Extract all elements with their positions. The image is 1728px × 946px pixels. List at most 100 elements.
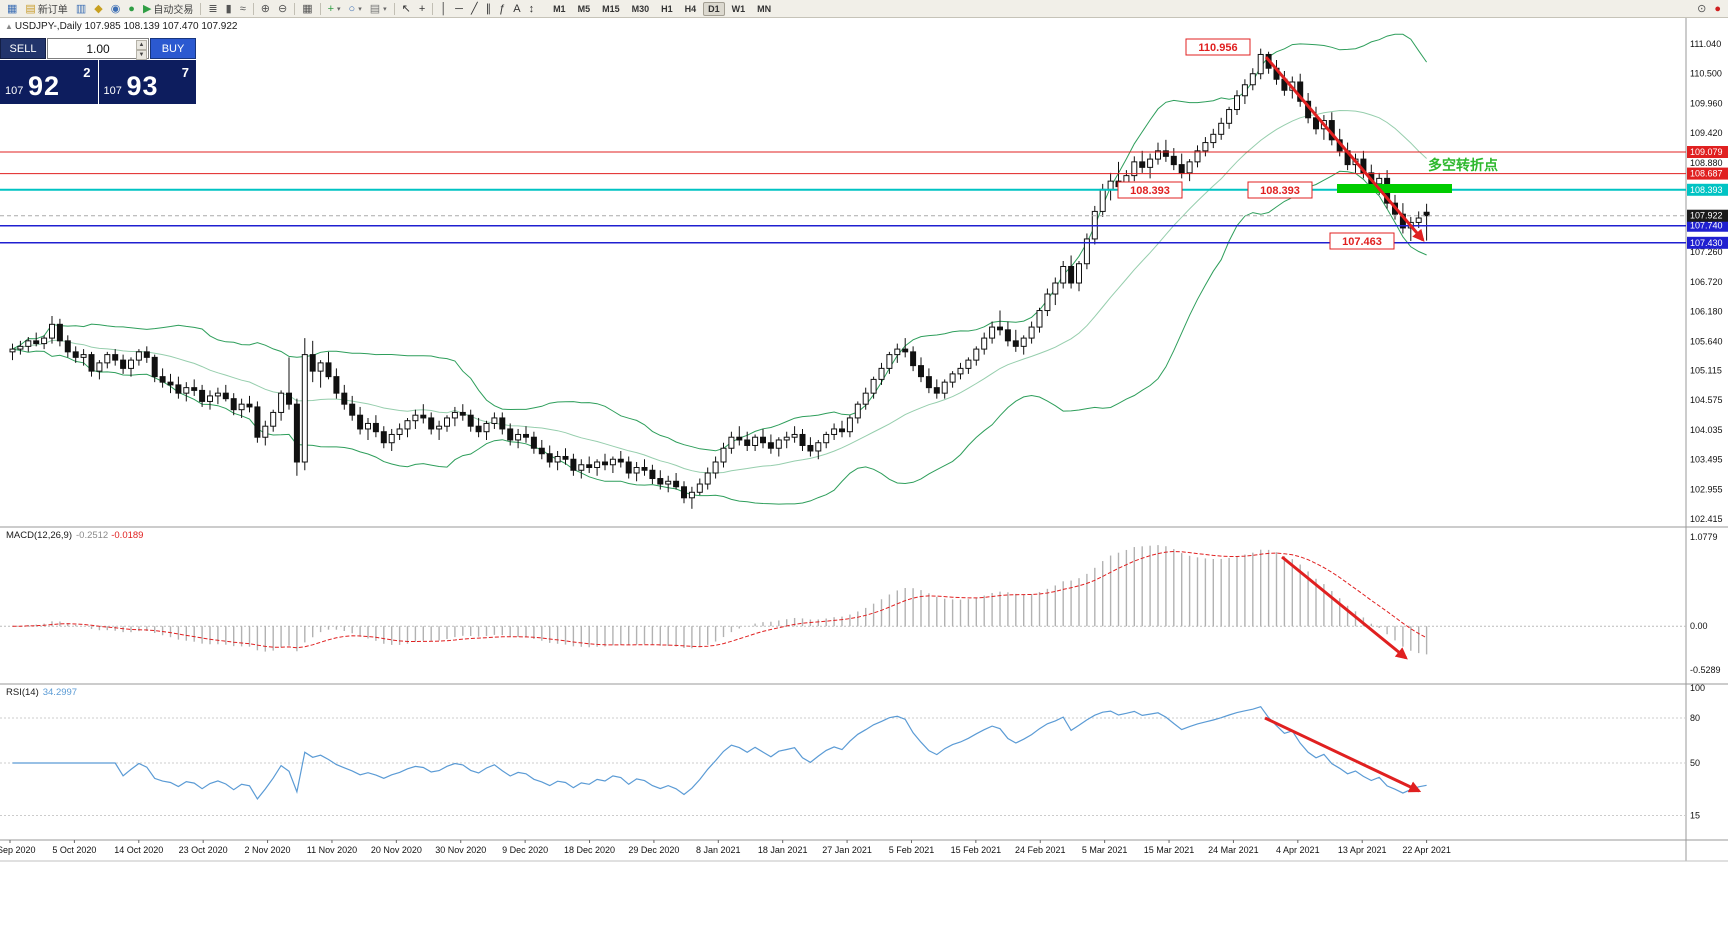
timeframe-m15[interactable]: M15 [602, 3, 620, 14]
record-icon[interactable]: ● [1714, 2, 1721, 15]
svg-text:102.955: 102.955 [1690, 484, 1723, 494]
alert-icon[interactable]: ◆ [94, 2, 103, 15]
svg-text:24 Mar 2021: 24 Mar 2021 [1208, 845, 1259, 855]
cursor-icon[interactable]: ↖ [401, 2, 411, 15]
community-icon[interactable]: ● [128, 2, 135, 15]
svg-text:18 Jan 2021: 18 Jan 2021 [758, 845, 808, 855]
macd-name: MACD(12,26,9) [6, 530, 72, 541]
new-chart-icon[interactable]: ▦ [7, 2, 18, 15]
tile-windows-icon[interactable]: ▦ [302, 2, 313, 15]
svg-text:13 Apr 2021: 13 Apr 2021 [1338, 845, 1387, 855]
timeframe-d1[interactable]: D1 [703, 1, 725, 16]
volume-up-icon[interactable]: ▲ [136, 40, 147, 50]
svg-text:0.00: 0.00 [1690, 621, 1708, 631]
svg-text:24 Feb 2021: 24 Feb 2021 [1015, 845, 1066, 855]
timeframe-m1[interactable]: M1 [553, 3, 566, 14]
svg-text:106.720: 106.720 [1690, 277, 1723, 287]
timeframe-m5[interactable]: M5 [577, 3, 591, 14]
timeframe-h1[interactable]: H1 [661, 3, 673, 14]
svg-text:103.495: 103.495 [1690, 455, 1723, 465]
rsi-indicator-label: RSI(14) 34.2997 [6, 687, 77, 698]
svg-text:25 Sep 2020: 25 Sep 2020 [0, 845, 36, 855]
svg-text:5 Mar 2021: 5 Mar 2021 [1082, 845, 1128, 855]
indicators-icon[interactable]: + ▾ [327, 2, 341, 15]
svg-text:2 Nov 2020: 2 Nov 2020 [245, 845, 291, 855]
svg-text:108.393: 108.393 [1260, 185, 1300, 197]
toolbar-separator [432, 2, 434, 15]
search-icon[interactable]: ⊙ [1697, 2, 1707, 15]
timeframe-w1[interactable]: W1 [731, 3, 746, 14]
bid-price-small: 107 [5, 85, 24, 97]
bar-chart-icon[interactable]: ≣ [208, 2, 218, 15]
svg-text:107.260: 107.260 [1690, 247, 1723, 257]
zoom-out-icon[interactable]: ⊖ [277, 2, 288, 15]
zoom-in-icon[interactable]: ⊕ [260, 2, 270, 15]
svg-text:-0.5289: -0.5289 [1690, 665, 1721, 675]
svg-text:15 Mar 2021: 15 Mar 2021 [1144, 845, 1195, 855]
svg-text:107.430: 107.430 [1690, 238, 1723, 248]
bid-price[interactable]: 107 92 2 [0, 60, 98, 104]
svg-text:110.956: 110.956 [1198, 42, 1237, 54]
volume-down-icon[interactable]: ▼ [136, 50, 147, 60]
rsi-name: RSI(14) [6, 687, 39, 698]
svg-text:4 Apr 2021: 4 Apr 2021 [1276, 845, 1320, 855]
buy-button[interactable]: BUY [150, 38, 196, 59]
macd-value: -0.2512 [76, 530, 109, 541]
svg-text:109.079: 109.079 [1690, 147, 1723, 157]
svg-text:108.880: 108.880 [1690, 158, 1723, 168]
svg-text:15: 15 [1690, 811, 1700, 821]
timeframe-m30[interactable]: M30 [631, 3, 650, 14]
volume-spinner[interactable]: ▲ ▼ [136, 40, 147, 60]
ask-price-sup: 7 [181, 65, 189, 80]
svg-text:100: 100 [1690, 683, 1705, 693]
svg-text:107.463: 107.463 [1342, 236, 1382, 248]
ask-price[interactable]: 107 93 7 [98, 60, 196, 104]
new-order-button[interactable]: ▤ 新订单 [25, 2, 68, 17]
sell-button[interactable]: SELL [0, 38, 46, 59]
macd-indicator-label: MACD(12,26,9) -0.2512 -0.0189 [6, 530, 143, 541]
bid-price-big: 92 [28, 71, 61, 101]
toolbar-separator [252, 2, 254, 15]
fibonacci-icon[interactable]: ƒ [499, 2, 506, 15]
symbol-marker-icon: ▲ [5, 22, 13, 31]
svg-text:15 Feb 2021: 15 Feb 2021 [951, 845, 1002, 855]
toolbar-separator [200, 2, 202, 15]
timeframe-h4[interactable]: H4 [684, 3, 697, 14]
chart-window-icon[interactable]: ▥ [75, 2, 87, 15]
volume-input[interactable]: 1.00 ▲ ▼ [47, 38, 149, 60]
svg-text:22 Apr 2021: 22 Apr 2021 [1402, 845, 1451, 855]
svg-text:109.960: 109.960 [1690, 98, 1723, 108]
volume-value: 1.00 [86, 41, 110, 56]
rsi-value: 34.2997 [42, 687, 78, 698]
arrows-icon[interactable]: ↕ [528, 2, 535, 15]
candlestick-chart-icon[interactable]: ▮ [225, 2, 232, 15]
vertical-line-icon[interactable]: │ [440, 2, 448, 15]
svg-text:5 Feb 2021: 5 Feb 2021 [889, 845, 935, 855]
timeframe-mn[interactable]: MN [757, 3, 772, 14]
line-chart-icon[interactable]: ≈ [239, 2, 246, 15]
toolbar: ▦ ▤ 新订单 ▥ ◆ ◉ ● ▶ 自动交易 ≣ ▮ ≈ ⊕ ⊖ ▦ + ▾ ○ ▾ ▤ ▾ ↖ + │ ─ ╱ ∥ ƒ A ↕ M1 M5 M… [0, 0, 1728, 18]
history-center-icon[interactable]: ◉ [110, 2, 121, 15]
svg-text:105.115: 105.115 [1690, 365, 1722, 375]
chart-title-text: USDJPY-,Daily 107.985 108.139 107.470 10… [14, 21, 238, 32]
svg-text:27 Jan 2021: 27 Jan 2021 [822, 845, 872, 855]
horizontal-line-icon[interactable]: ─ [455, 2, 463, 15]
crosshair-icon[interactable]: + [418, 2, 426, 15]
svg-text:106.180: 106.180 [1690, 307, 1723, 317]
periods-icon[interactable]: ○ ▾ [348, 2, 362, 15]
svg-text:29 Dec 2020: 29 Dec 2020 [628, 845, 679, 855]
text-icon[interactable]: A [513, 2, 521, 15]
svg-text:109.420: 109.420 [1690, 128, 1723, 138]
toolbar-separator [393, 2, 395, 15]
auto-trading-button[interactable]: ▶ 自动交易 [142, 2, 194, 17]
channel-icon[interactable]: ∥ [485, 2, 492, 15]
trendline-icon[interactable]: ╱ [470, 2, 478, 15]
svg-text:多空转折点: 多空转折点 [1428, 157, 1498, 173]
toolbar-separator [294, 2, 296, 15]
ask-price-small: 107 [103, 85, 122, 97]
svg-text:107.922: 107.922 [1690, 211, 1723, 221]
svg-text:80: 80 [1690, 713, 1700, 723]
templates-icon[interactable]: ▤ ▾ [369, 2, 387, 15]
bid-price-sup: 2 [83, 65, 91, 80]
